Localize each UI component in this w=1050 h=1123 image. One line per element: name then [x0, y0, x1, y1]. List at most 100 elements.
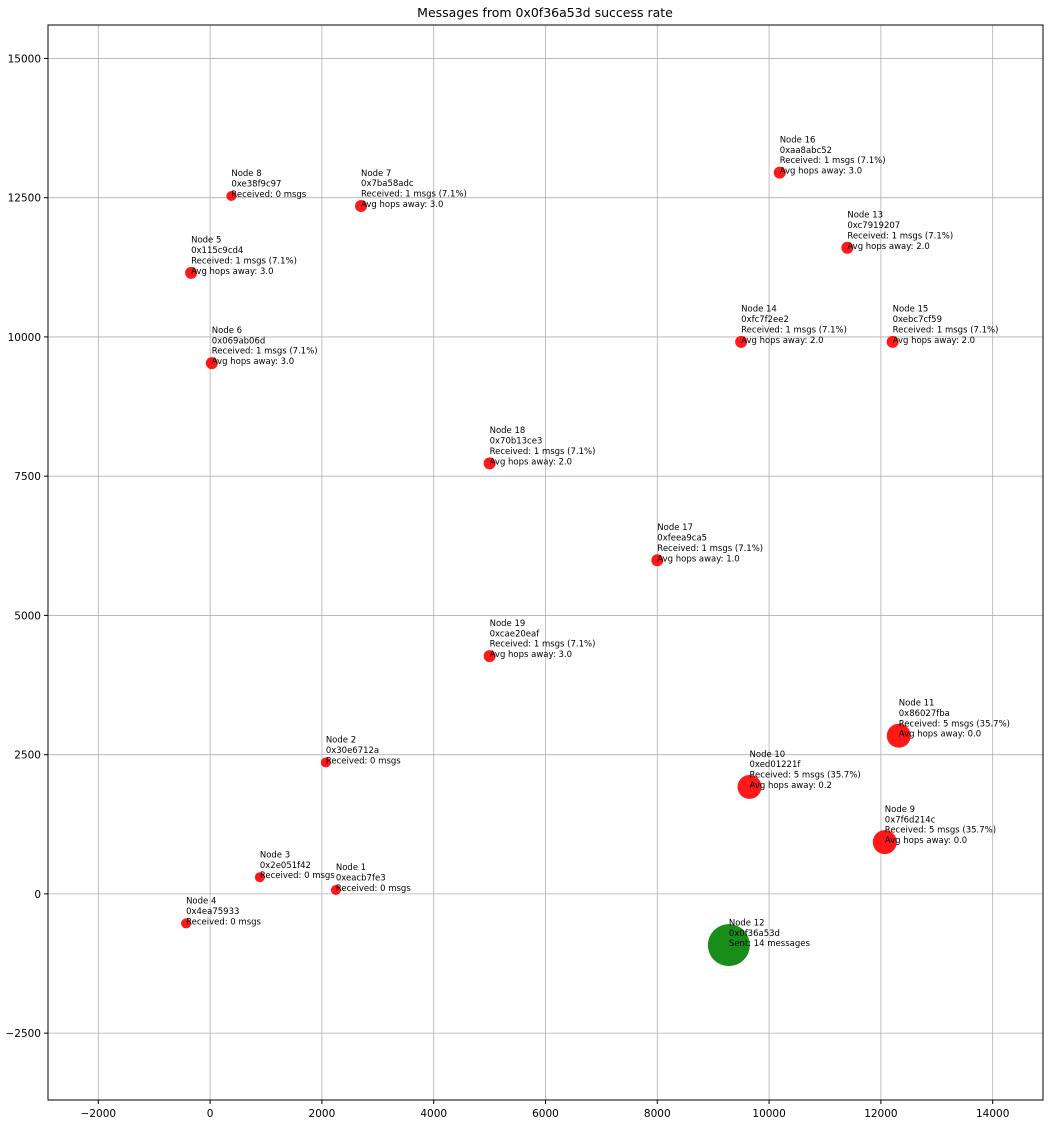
point-label: Node 14 0xfc7f2ee2 Received: 1 msgs (7.1%)… — [741, 305, 847, 346]
data-point — [181, 918, 192, 929]
point-label-line: Received: 1 msgs (7.1%) — [361, 190, 467, 200]
data-point — [886, 723, 911, 748]
point-label: Node 3 0x2e051f42 Received: 0 msgs — [260, 850, 335, 881]
point-label: Node 9 0x7f6d214c Received: 5 msgs (35.7%)… — [885, 805, 996, 846]
data-points — [181, 166, 911, 967]
point-label-line: 0x7ba58adc — [361, 179, 414, 189]
point-label: Node 2 0x30e6712a Received: 0 msgs — [326, 736, 401, 767]
point-label-line: Node 12 — [729, 918, 765, 928]
point-label-line: 0x2e051f42 — [260, 861, 311, 871]
point-label-line: Avg hops away: 0.0 — [885, 836, 967, 846]
point-label-line: 0x115c9cd4 — [191, 246, 243, 256]
point-label-line: Received: 0 msgs — [260, 871, 335, 881]
point-label-line: 0xfc7f2ee2 — [741, 315, 789, 325]
point-label-line: 0xe38f9c97 — [231, 180, 281, 190]
point-label-line: Received: 0 msgs — [231, 190, 306, 200]
point-label-line: 0xed01221f — [750, 760, 802, 770]
point-label-line: Node 2 — [326, 736, 356, 746]
data-point — [483, 650, 496, 663]
y-tick-label: 10000 — [8, 332, 41, 344]
point-label: Node 10 0xed01221f Received: 5 msgs (35.7%… — [750, 750, 861, 791]
point-label-line: Avg hops away: 2.0 — [893, 336, 975, 346]
point-label-line: Node 7 — [361, 169, 391, 179]
point-label-line: 0xfeea9ca5 — [657, 533, 707, 543]
data-point — [886, 335, 899, 348]
point-label: Node 6 0x069ab06d Received: 1 msgs (7.1%) A… — [212, 326, 318, 367]
point-label-line: Received: 1 msgs (7.1%) — [212, 347, 318, 357]
point-label-line: Received: 5 msgs (35.7%) — [899, 719, 1010, 729]
point-label: Node 17 0xfeea9ca5 Received: 1 msgs (7.1%)… — [657, 523, 763, 564]
x-tick-label: 14000 — [976, 1108, 1009, 1120]
point-label-line: Node 15 — [893, 305, 929, 315]
x-axis-ticks: −2000 0 2000 4000 6000 8000 10000 12000 14000 — [81, 1100, 1009, 1120]
point-label-line: Sent: 14 messages — [729, 939, 811, 949]
point-label-line: Avg hops away: 0.0 — [899, 730, 981, 740]
data-point — [355, 200, 368, 213]
chart-title: Messages from 0x0f36a53d success rate — [417, 5, 673, 20]
point-label-line: Node 17 — [657, 523, 693, 533]
point-label-line: 0x70b13ce3 — [490, 437, 543, 447]
y-tick-label: −2500 — [5, 1028, 41, 1040]
data-point — [735, 335, 748, 348]
point-label-line: Received: 1 msgs (7.1%) — [847, 231, 953, 241]
point-label-line: Received: 1 msgs (7.1%) — [657, 544, 763, 554]
point-label-line: Avg hops away: 3.0 — [212, 357, 294, 367]
x-tick-label: −2000 — [81, 1108, 117, 1120]
point-label: Node 12 0x0f36a53d Sent: 14 messages — [729, 918, 811, 949]
point-label-line: 0xeacb7fe3 — [336, 874, 386, 884]
point-label: Node 8 0xe38f9c97 Received: 0 msgs — [231, 169, 306, 200]
point-label: Node 7 0x7ba58adc Received: 1 msgs (7.1%) A… — [361, 169, 467, 210]
point-label-line: Node 5 — [191, 236, 221, 246]
point-label: Node 4 0x4ea75933 Received: 0 msgs — [186, 897, 261, 928]
point-label: Node 11 0x86027fba Received: 5 msgs (35.7%… — [899, 699, 1010, 740]
point-label-line: 0xcae20eaf — [490, 629, 541, 639]
point-label-line: Node 10 — [750, 750, 786, 760]
point-label: Node 18 0x70b13ce3 Received: 1 msgs (7.1%)… — [490, 426, 596, 467]
point-label-line: 0xaa8abc52 — [780, 146, 832, 156]
y-tick-label: 7500 — [14, 471, 41, 483]
data-point — [226, 190, 237, 201]
point-label-line: 0xc7919207 — [847, 221, 900, 231]
point-label: Node 19 0xcae20eaf Received: 1 msgs (7.1%)… — [490, 619, 596, 660]
x-tick-label: 10000 — [752, 1108, 785, 1120]
data-point — [185, 266, 198, 279]
point-label-line: Avg hops away: 3.0 — [490, 650, 572, 660]
point-label-line: Avg hops away: 2.0 — [847, 242, 929, 252]
x-tick-label: 0 — [207, 1108, 214, 1120]
data-point — [254, 872, 265, 883]
point-label-line: 0xebc7cf59 — [893, 315, 942, 325]
point-label-line: Avg hops away: 3.0 — [361, 200, 443, 210]
data-point — [707, 924, 750, 967]
point-label-line: Node 18 — [490, 426, 526, 436]
data-point — [841, 241, 854, 254]
data-point — [872, 830, 897, 855]
point-label-line: Received: 1 msgs (7.1%) — [490, 447, 596, 457]
point-label-line: 0x4ea75933 — [186, 907, 239, 917]
y-tick-label: 12500 — [8, 193, 41, 205]
point-label-line: Node 6 — [212, 326, 242, 336]
x-tick-label: 6000 — [532, 1108, 559, 1120]
point-label-line: Received: 1 msgs (7.1%) — [741, 326, 847, 336]
point-label-line: Received: 1 msgs (7.1%) — [893, 326, 999, 336]
point-label-line: Received: 0 msgs — [326, 756, 401, 766]
data-point — [205, 357, 218, 370]
y-tick-label: 5000 — [14, 610, 41, 622]
y-tick-label: 0 — [34, 889, 41, 901]
point-label-line: Node 16 — [780, 135, 816, 145]
point-label: Node 16 0xaa8abc52 Received: 1 msgs (7.1%)… — [780, 135, 886, 176]
point-label-line: Node 8 — [231, 169, 261, 179]
point-label-line: 0x30e6712a — [326, 746, 379, 756]
x-tick-label: 8000 — [644, 1108, 671, 1120]
point-label-line: Node 4 — [186, 897, 216, 907]
point-label-line: Avg hops away: 2.0 — [741, 336, 823, 346]
data-point — [773, 166, 786, 179]
data-point — [651, 554, 664, 567]
point-label-line: Node 14 — [741, 305, 777, 315]
y-tick-label: 2500 — [14, 750, 41, 762]
point-label-line: Received: 1 msgs (7.1%) — [490, 640, 596, 650]
point-label-line: Received: 0 msgs — [336, 884, 411, 894]
data-point — [737, 774, 762, 799]
point-label: Node 5 0x115c9cd4 Received: 1 msgs (7.1%) A… — [191, 236, 297, 277]
